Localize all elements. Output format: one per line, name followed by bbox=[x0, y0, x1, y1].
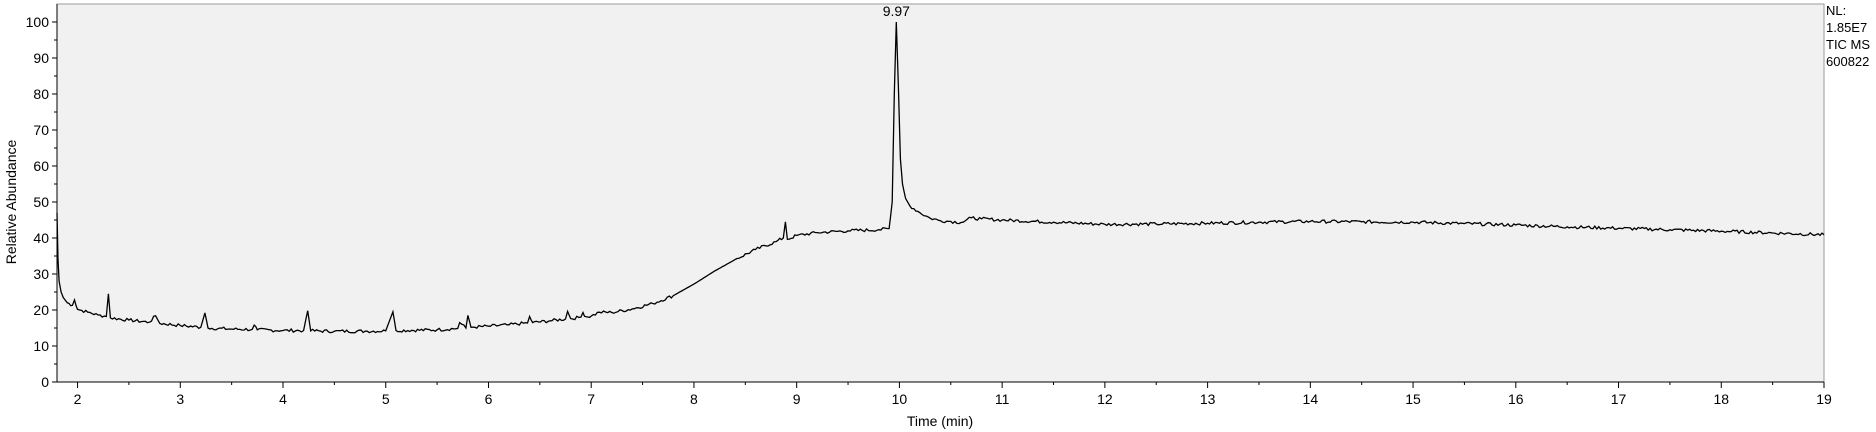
y-tick-label: 100 bbox=[26, 14, 50, 30]
y-tick-label: 60 bbox=[33, 158, 49, 174]
y-tick-label: 70 bbox=[33, 122, 49, 138]
y-tick-label: 90 bbox=[33, 50, 49, 66]
info-line: TIC MS bbox=[1826, 37, 1870, 52]
y-tick-label: 20 bbox=[33, 302, 49, 318]
y-tick-label: 40 bbox=[33, 230, 49, 246]
y-tick-label: 10 bbox=[33, 338, 49, 354]
y-axis-title: Relative Abundance bbox=[3, 140, 19, 265]
x-tick-label: 19 bbox=[1816, 391, 1832, 407]
x-tick-label: 2 bbox=[74, 391, 82, 407]
x-tick-label: 11 bbox=[995, 391, 1010, 407]
x-tick-label: 5 bbox=[382, 391, 390, 407]
x-tick-label: 18 bbox=[1713, 391, 1729, 407]
x-axis-title: Time (min) bbox=[907, 413, 973, 429]
x-tick-label: 3 bbox=[176, 391, 184, 407]
y-tick-label: 30 bbox=[33, 266, 49, 282]
info-line: NL: bbox=[1826, 3, 1846, 18]
plot-background bbox=[56, 3, 1825, 383]
y-tick-label: 80 bbox=[33, 86, 49, 102]
x-tick-label: 10 bbox=[892, 391, 908, 407]
label-layer: 0 10 20 30 40 50 60 70 80 90 100 2 3 4 5 6 7 8 9 10 11 12 13 14… bbox=[26, 3, 1832, 407]
x-tick-label: 4 bbox=[279, 391, 287, 407]
info-line: 600822 bbox=[1826, 54, 1869, 69]
x-tick-label: 13 bbox=[1200, 391, 1216, 407]
peak-label: 9.97 bbox=[883, 3, 910, 19]
x-tick-label: 6 bbox=[485, 391, 493, 407]
x-tick-label: 8 bbox=[690, 391, 698, 407]
y-tick-label: 0 bbox=[41, 374, 49, 390]
info-line: 1.85E7 bbox=[1826, 20, 1867, 35]
tic-trace-line bbox=[56, 21, 1825, 334]
x-tick-label: 12 bbox=[1097, 391, 1113, 407]
x-tick-label: 15 bbox=[1405, 391, 1421, 407]
x-tick-label: 17 bbox=[1611, 391, 1627, 407]
x-tick-label: 14 bbox=[1303, 391, 1319, 407]
x-tick-label: 9 bbox=[793, 391, 801, 407]
x-tick-label: 16 bbox=[1508, 391, 1524, 407]
y-tick-label: 50 bbox=[33, 194, 49, 210]
x-tick-label: 7 bbox=[587, 391, 595, 407]
axis-layer bbox=[52, 4, 1825, 388]
info-panel: NL: 1.85E7 TIC MS 600822 bbox=[1826, 3, 1870, 69]
